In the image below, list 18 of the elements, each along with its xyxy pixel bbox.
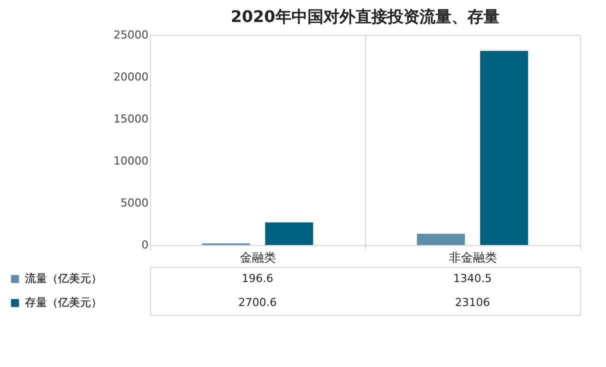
data-label: 196.6 <box>242 272 274 285</box>
legend-label: 流量（亿美元） <box>25 272 102 285</box>
bar <box>480 50 528 245</box>
data-label: 2700.6 <box>238 296 277 309</box>
x-tick-label: 非金融类 <box>449 250 497 264</box>
data-label: 23106 <box>455 296 490 309</box>
y-tick-label: 5000 <box>120 196 148 210</box>
bar <box>416 234 465 245</box>
y-tick-label: 20000 <box>114 70 148 84</box>
legend-label: 存量（亿美元） <box>25 296 102 309</box>
x-tick-label: 金融类 <box>240 250 276 264</box>
y-tick-label: 15000 <box>114 112 148 126</box>
y-tick-label: 0 <box>142 238 148 252</box>
y-tick-label: 25000 <box>114 28 148 42</box>
chart-title: 2020年中国对外直接投资流量、存量 <box>230 7 500 26</box>
data-label: 1340.5 <box>453 272 492 285</box>
bar <box>265 222 314 245</box>
y-tick-label: 10000 <box>114 154 148 168</box>
